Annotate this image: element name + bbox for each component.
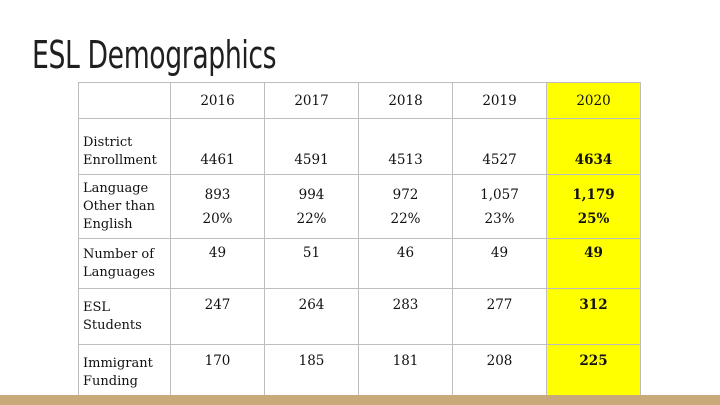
table-cell: 208 — [452, 344, 547, 401]
table-cell: 1,057 23% — [452, 174, 547, 239]
year-header: 2017 — [264, 82, 359, 119]
year-header: 2020 — [546, 82, 641, 119]
row-label-esl-students: ESL Students — [78, 288, 171, 345]
table-cell: 972 22% — [358, 174, 453, 239]
table-cell: 185 — [264, 344, 359, 401]
table-header-row: 2016 2017 2018 2019 2020 — [78, 82, 641, 119]
slide-title: ESL Demographics — [32, 33, 277, 77]
table-cell: 4591 — [264, 118, 359, 175]
percent-value: 25% — [577, 210, 610, 227]
table-cell: 181 — [358, 344, 453, 401]
table-cell: 283 — [358, 288, 453, 345]
row-label-language-other-than-english: Language Other than English — [78, 174, 171, 239]
year-header: 2016 — [170, 82, 265, 119]
table-cell: 51 — [264, 238, 359, 289]
demographics-table: 2016 2017 2018 2019 2020 District Enroll… — [78, 82, 641, 401]
percent-value: 22% — [296, 210, 327, 227]
count-value: 1,179 — [572, 186, 615, 203]
table-row: District Enrollment 4461 4591 4513 4527 … — [78, 118, 641, 175]
table-cell: 49 — [170, 238, 265, 289]
table-cell: 225 — [546, 344, 641, 401]
table-row: ESL Students 247 264 283 277 312 — [78, 288, 641, 345]
row-label-district-enrollment: District Enrollment — [78, 118, 171, 175]
table-row: Language Other than English 893 20% 994 22… — [78, 174, 641, 239]
table-cell: 1,179 25% — [546, 174, 641, 239]
table-row: Immigrant Funding 170 185 181 208 225 — [78, 344, 641, 401]
count-value: 994 — [298, 186, 325, 203]
table-row: Number of Languages 49 51 46 49 49 — [78, 238, 641, 289]
table-cell: 4513 — [358, 118, 453, 175]
table-cell: 264 — [264, 288, 359, 345]
table-corner-cell — [78, 82, 171, 119]
table-cell: 46 — [358, 238, 453, 289]
percent-value: 22% — [390, 210, 421, 227]
count-value: 893 — [204, 186, 231, 203]
table-cell: 4461 — [170, 118, 265, 175]
table-cell: 49 — [452, 238, 547, 289]
table-cell: 4634 — [546, 118, 641, 175]
year-header: 2018 — [358, 82, 453, 119]
table-cell: 247 — [170, 288, 265, 345]
row-label-number-of-languages: Number of Languages — [78, 238, 171, 289]
bottom-accent-bar — [0, 395, 720, 405]
year-header: 2019 — [452, 82, 547, 119]
count-value: 1,057 — [480, 186, 519, 203]
count-value: 972 — [392, 186, 419, 203]
row-label-immigrant-funding: Immigrant Funding — [78, 344, 171, 401]
table-cell: 170 — [170, 344, 265, 401]
table-cell: 893 20% — [170, 174, 265, 239]
percent-value: 23% — [484, 210, 515, 227]
table-cell: 4527 — [452, 118, 547, 175]
table-cell: 277 — [452, 288, 547, 345]
table-cell: 312 — [546, 288, 641, 345]
table-cell: 49 — [546, 238, 641, 289]
table-cell: 994 22% — [264, 174, 359, 239]
percent-value: 20% — [202, 210, 233, 227]
